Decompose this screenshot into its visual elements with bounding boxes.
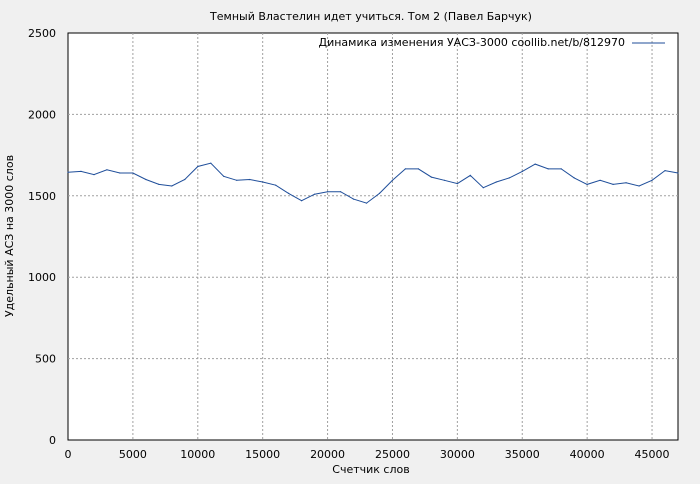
x-tick-label: 25000 bbox=[375, 448, 410, 461]
series-lines bbox=[67, 162, 679, 204]
data-point bbox=[145, 178, 147, 181]
data-point bbox=[93, 174, 95, 176]
data-point bbox=[547, 168, 549, 170]
plot-area bbox=[67, 32, 679, 441]
x-tick-label: 45000 bbox=[635, 448, 670, 461]
data-point bbox=[469, 174, 471, 176]
data-point bbox=[638, 185, 640, 187]
data-point bbox=[430, 176, 432, 178]
data-point bbox=[391, 179, 394, 181]
y-axis-label: Удельный АСЗ на 3000 слов bbox=[3, 155, 16, 317]
data-point bbox=[560, 168, 562, 170]
grid-lines bbox=[68, 33, 678, 440]
data-point bbox=[119, 172, 121, 174]
data-point bbox=[443, 179, 445, 181]
data-point bbox=[534, 163, 536, 165]
x-tick-label: 35000 bbox=[505, 448, 540, 461]
data-point bbox=[67, 171, 69, 173]
data-point bbox=[573, 177, 575, 179]
data-point bbox=[625, 182, 627, 184]
data-point bbox=[80, 170, 82, 172]
data-point bbox=[249, 178, 251, 181]
x-tick-label: 20000 bbox=[310, 448, 345, 461]
y-tick-label: 1000 bbox=[28, 271, 56, 284]
data-point bbox=[262, 181, 264, 183]
y-tick-label: 0 bbox=[49, 434, 56, 447]
data-point bbox=[210, 162, 212, 164]
data-point bbox=[352, 198, 355, 200]
x-tick-label: 30000 bbox=[440, 448, 475, 461]
data-point bbox=[521, 170, 523, 172]
data-point bbox=[158, 183, 160, 185]
data-point bbox=[223, 175, 225, 177]
data-point bbox=[275, 184, 277, 186]
data-point bbox=[482, 187, 484, 189]
data-point bbox=[599, 179, 601, 181]
data-point bbox=[340, 191, 342, 193]
data-point bbox=[417, 168, 419, 170]
data-point bbox=[106, 169, 108, 171]
chart-title: Темный Властелин идет учиться. Том 2 (Па… bbox=[209, 10, 532, 23]
data-point bbox=[197, 165, 199, 168]
data-point bbox=[664, 170, 666, 172]
data-point bbox=[365, 202, 368, 204]
series-line bbox=[67, 162, 679, 204]
data-point bbox=[378, 192, 381, 194]
data-point bbox=[288, 192, 290, 194]
y-tick-label: 500 bbox=[35, 353, 56, 366]
data-point bbox=[314, 193, 316, 195]
data-point bbox=[236, 179, 238, 181]
y-tick-label: 2000 bbox=[28, 108, 56, 121]
data-point bbox=[677, 172, 679, 174]
data-point bbox=[171, 185, 173, 187]
x-tick-label: 40000 bbox=[570, 448, 605, 461]
legend: Динамика изменения УАСЗ-3000 coollib.net… bbox=[319, 36, 665, 49]
x-tick-label: 10000 bbox=[180, 448, 215, 461]
data-point bbox=[612, 183, 614, 185]
data-point bbox=[651, 179, 653, 181]
legend-label: Динамика изменения УАСЗ-3000 coollib.net… bbox=[319, 36, 626, 49]
y-tick-label: 2500 bbox=[28, 27, 56, 40]
data-point bbox=[404, 168, 406, 170]
x-tick-label: 0 bbox=[65, 448, 72, 461]
data-point bbox=[456, 183, 458, 185]
x-tick-label: 5000 bbox=[119, 448, 147, 461]
data-point bbox=[508, 177, 510, 179]
data-point bbox=[184, 178, 186, 181]
data-point bbox=[586, 183, 588, 185]
axis-ticks: 0 5000 10000 15000 20000 25000 30000 35000 40000… bbox=[28, 27, 670, 461]
x-axis-label: Счетчик слов bbox=[332, 463, 409, 476]
x-tick-label: 15000 bbox=[245, 448, 280, 461]
data-point bbox=[327, 191, 329, 193]
data-point bbox=[495, 181, 497, 183]
data-point bbox=[132, 172, 134, 174]
data-point bbox=[301, 200, 303, 202]
y-tick-label: 1500 bbox=[28, 190, 56, 203]
